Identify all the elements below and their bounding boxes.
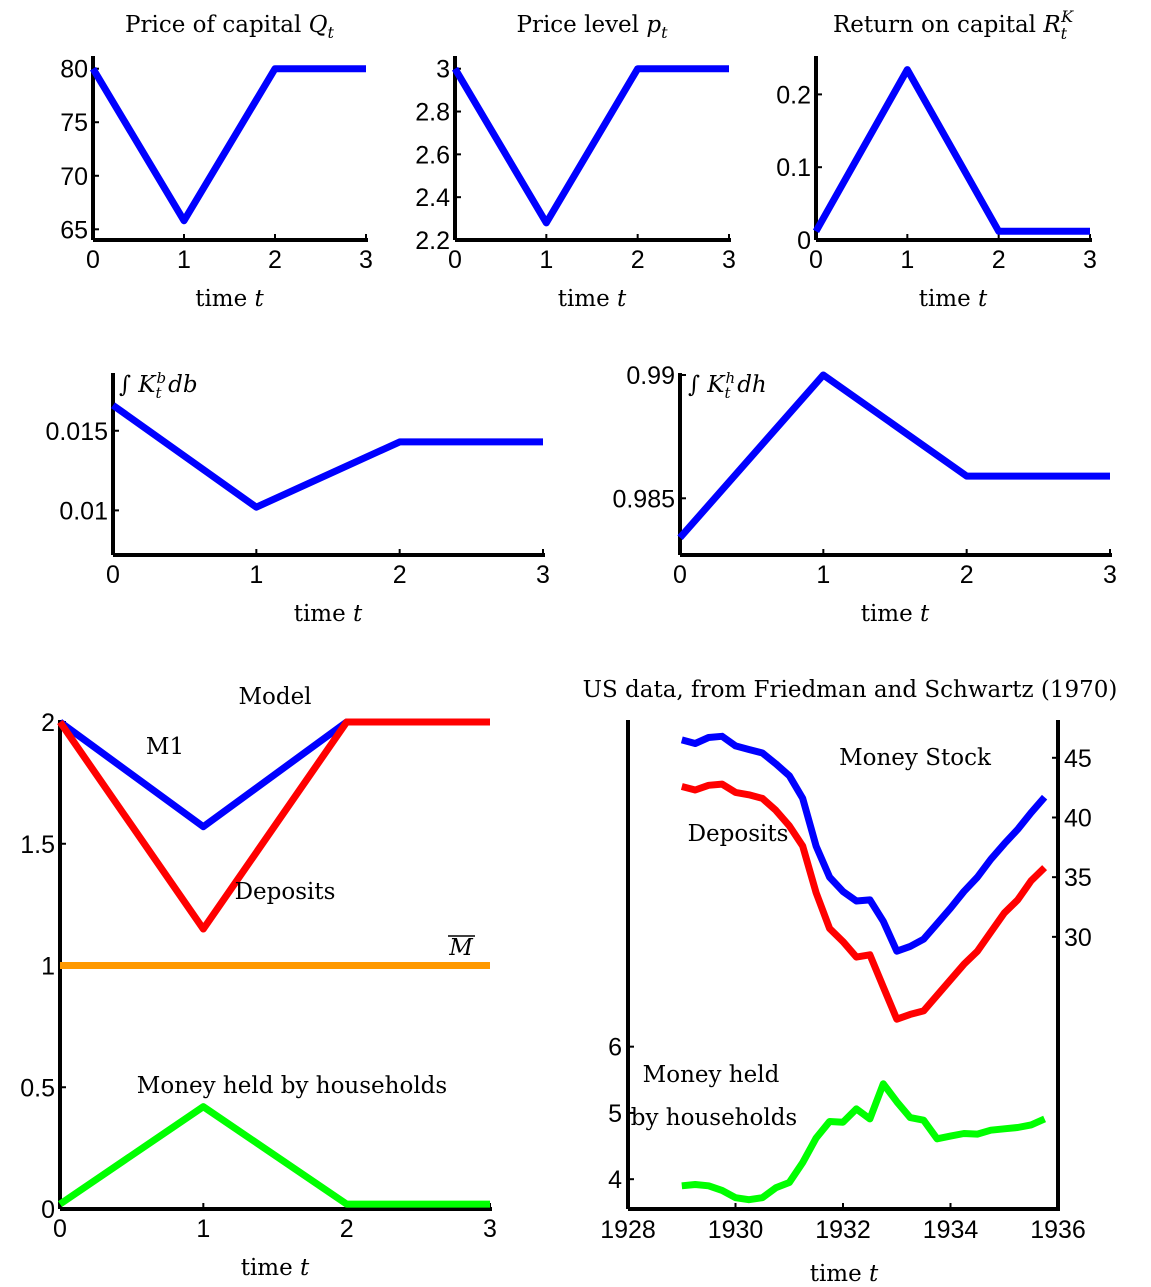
- series-line-1: [680, 732, 1048, 955]
- label-mbar: M: [448, 935, 474, 961]
- x-tick-label: 3: [1083, 246, 1097, 274]
- y-tick-label-right: 30: [1064, 924, 1092, 952]
- chart-title: Return on capital RtK: [833, 7, 1074, 43]
- x-tick-label: 1: [900, 246, 914, 274]
- x-tick-label: 3: [722, 246, 736, 274]
- y-tick-label: 0.015: [45, 418, 108, 446]
- series-line-1: [451, 65, 729, 227]
- x-tick-label: 1: [196, 1215, 210, 1243]
- x-axis-label: time t: [861, 601, 930, 627]
- y-tick-label: 0: [797, 227, 811, 255]
- chart-title: Price level pt: [516, 12, 668, 42]
- x-tick-label: 3: [536, 561, 550, 589]
- x-tick-label: 2: [268, 246, 282, 274]
- y-tick-label: 2.8: [415, 99, 450, 127]
- series-line-1: [110, 402, 543, 511]
- y-tick-label: 2.4: [415, 184, 450, 212]
- x-tick-label: 1: [816, 561, 830, 589]
- y-tick-label: 1.5: [20, 831, 55, 859]
- label-money-stock: Money Stock: [839, 745, 992, 771]
- x-tick-label: 0: [448, 246, 462, 274]
- y-tick-label: 0.2: [776, 81, 811, 109]
- x-tick-label: 3: [359, 246, 373, 274]
- chart-title: US data, from Friedman and Schwartz (197…: [583, 677, 1118, 703]
- x-tick-label: 1934: [923, 1216, 979, 1244]
- chart-title: Price of capital Qt: [125, 12, 334, 42]
- y-tick-label: 2: [41, 709, 55, 737]
- series-line-1: [89, 65, 366, 225]
- label-money-held: Money held by households: [137, 1073, 447, 1099]
- label-money-held-1: Money held: [643, 1062, 780, 1088]
- chart-4: 0 1 2 3 0.01 0.015 time t ∫ Ktbdb: [45, 369, 550, 627]
- x-tick-label: 1: [249, 561, 263, 589]
- y-tick-label: 75: [60, 109, 88, 137]
- chart-2: 0 1 2 3 2.2 2.4 2.6 2.8 3 time t Price level pt: [415, 12, 736, 312]
- chart-annotation: ∫ Kthdh: [688, 369, 767, 402]
- x-tick-label: 2: [960, 561, 974, 589]
- chart-6: 0 1 2 3 0 0.5 1 1.5 2 time t Model M1 Deposits M Money…: [20, 684, 497, 1281]
- y-tick-label: 0: [41, 1196, 55, 1224]
- x-tick-label: 0: [53, 1215, 67, 1243]
- y-tick-label: 1: [41, 953, 55, 981]
- series-line-1: [677, 371, 1110, 541]
- label-money-held-2: by households: [631, 1105, 797, 1131]
- y-tick-label: 0.985: [612, 485, 675, 513]
- chart-3: 0 1 2 3 0 0.1 0.2 time t Return on capital RtK: [776, 7, 1097, 312]
- x-tick-label: 1932: [815, 1216, 871, 1244]
- x-tick-label: 0: [106, 561, 120, 589]
- y-tick-label-right: 35: [1064, 864, 1092, 892]
- y-tick-label: 2.2: [415, 227, 450, 255]
- y-tick-label: 80: [60, 56, 88, 84]
- y-tick-label: 0.01: [59, 497, 108, 525]
- x-tick-label: 1928: [600, 1216, 656, 1244]
- y-tick-label: 65: [60, 216, 88, 244]
- y-tick-label-right: 45: [1064, 745, 1092, 773]
- y-tick-label: 2.6: [415, 141, 450, 169]
- series-line-2: [680, 780, 1048, 1023]
- series-line-2: [57, 718, 490, 933]
- y-tick-label: 0.5: [20, 1074, 55, 1102]
- x-axis-label: time t: [294, 601, 363, 627]
- x-axis-label: time t: [195, 286, 264, 312]
- chart-annotation: ∫ Ktbdb: [119, 369, 198, 402]
- x-tick-label: 1930: [708, 1216, 764, 1244]
- x-axis-label: time t: [558, 286, 627, 312]
- x-tick-label: 0: [673, 561, 687, 589]
- y-tick-label-left: 5: [608, 1100, 622, 1128]
- y-tick-label: 0.1: [776, 154, 811, 182]
- y-tick-label-left: 6: [608, 1034, 622, 1062]
- x-tick-label: 3: [1103, 561, 1117, 589]
- x-tick-label: 2: [393, 561, 407, 589]
- y-tick-label: 70: [60, 163, 88, 191]
- series-line-1: [812, 66, 1090, 235]
- chart-1: 0 1 2 3 65 70 75 80 time t Price of capital Qt: [60, 12, 373, 312]
- label-deposits: Deposits: [688, 821, 789, 847]
- x-tick-label: 1: [539, 246, 553, 274]
- y-tick-label-right: 40: [1064, 804, 1092, 832]
- label-deposits: Deposits: [235, 879, 336, 905]
- chart-5: 0 1 2 3 0.985 0.99 time t ∫ Kthdh: [612, 362, 1117, 627]
- x-tick-label: 2: [992, 246, 1006, 274]
- chart-title: Model: [238, 684, 311, 710]
- y-tick-label: 3: [436, 56, 450, 84]
- label-m1: M1: [146, 734, 184, 760]
- x-axis-label: time t: [241, 1255, 310, 1281]
- x-tick-label: 0: [809, 246, 823, 274]
- series-line-4: [58, 1103, 490, 1208]
- x-tick-label: 3: [483, 1215, 497, 1243]
- x-tick-label: 2: [340, 1215, 354, 1243]
- x-tick-label: 1: [177, 246, 191, 274]
- x-axis-label: time t: [919, 286, 988, 312]
- x-tick-label: 2: [631, 246, 645, 274]
- x-tick-label: 1936: [1030, 1216, 1086, 1244]
- x-axis-label: time t: [810, 1261, 879, 1287]
- x-tick-label: 0: [86, 246, 100, 274]
- series-line-3: [681, 1080, 1047, 1204]
- y-tick-label: 0.99: [626, 362, 675, 390]
- y-tick-label-left: 4: [608, 1166, 622, 1194]
